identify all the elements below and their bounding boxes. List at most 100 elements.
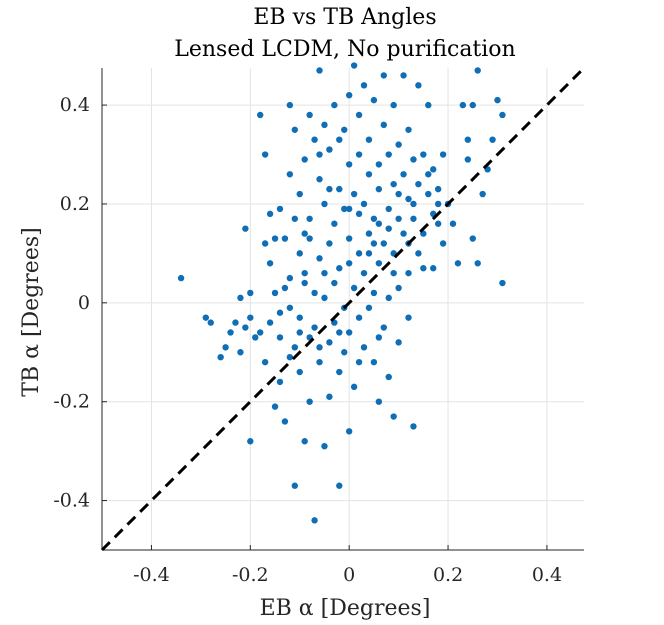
data-point: [321, 269, 328, 277]
data-point: [321, 121, 328, 129]
data-point: [464, 136, 472, 143]
data-point: [331, 220, 338, 227]
data-point: [247, 314, 254, 321]
data-point: [281, 235, 289, 242]
data-point: [415, 82, 422, 89]
data-point: [316, 67, 323, 74]
data-point: [410, 156, 417, 163]
data-point: [425, 101, 432, 109]
data-point: [276, 205, 284, 213]
data-point: [326, 146, 333, 153]
data-point: [291, 482, 298, 489]
data-point: [247, 289, 254, 297]
data-point: [350, 62, 358, 69]
reference-line: [100, 66, 586, 552]
data-point: [439, 240, 447, 247]
data-point: [405, 195, 412, 203]
data-point: [479, 190, 486, 198]
data-point: [350, 284, 358, 292]
data-point: [345, 235, 353, 242]
data-point: [395, 284, 402, 292]
data-point: [355, 250, 363, 257]
data-point: [207, 319, 214, 326]
data-point: [341, 126, 348, 133]
data-point: [286, 354, 294, 361]
data-point: [177, 274, 185, 282]
data-point: [469, 235, 476, 242]
data-point: [237, 294, 244, 302]
data-points: [177, 62, 506, 524]
data-point: [301, 230, 308, 237]
data-point: [355, 314, 363, 321]
data-point: [395, 339, 402, 346]
data-point: [405, 269, 412, 277]
data-point: [415, 180, 422, 188]
axes: [101, 68, 584, 551]
data-point: [291, 215, 298, 222]
data-point: [261, 151, 269, 158]
data-point: [281, 284, 289, 292]
data-point: [365, 250, 373, 257]
data-point: [291, 126, 298, 133]
data-point: [316, 344, 323, 351]
data-point: [331, 101, 338, 109]
data-point: [459, 101, 467, 109]
data-point: [321, 442, 328, 450]
data-point: [355, 358, 363, 366]
chart-title: EB vs TB Angles: [253, 5, 436, 30]
data-point: [449, 220, 457, 227]
y-tick-label: 0: [78, 292, 90, 314]
data-point: [390, 413, 397, 420]
data-point: [345, 161, 353, 168]
data-point: [252, 334, 259, 341]
data-point: [375, 398, 383, 405]
data-point: [434, 200, 442, 208]
data-point: [375, 185, 383, 193]
data-point: [237, 349, 244, 356]
data-point: [365, 230, 373, 237]
data-point: [365, 171, 373, 178]
data-point: [454, 260, 462, 267]
data-point: [390, 101, 397, 109]
data-point: [375, 220, 383, 227]
data-point: [420, 265, 427, 272]
data-point: [276, 334, 284, 341]
x-tick-label: -0.4: [133, 564, 170, 586]
data-point: [296, 250, 303, 257]
data-point: [242, 225, 249, 232]
x-tick-label: 0: [343, 564, 355, 586]
data-point: [301, 438, 308, 445]
data-point: [345, 205, 353, 213]
data-point: [345, 329, 353, 336]
data-point: [390, 180, 397, 188]
data-point: [326, 393, 333, 400]
data-point: [311, 324, 318, 331]
data-point: [286, 101, 294, 109]
data-point: [281, 418, 289, 425]
data-point: [296, 190, 303, 198]
data-point: [385, 294, 392, 302]
y-tick-label: 0.4: [60, 94, 90, 116]
data-point: [489, 136, 496, 143]
data-point: [345, 428, 353, 435]
data-point: [242, 324, 249, 331]
data-point: [430, 265, 437, 272]
data-point: [296, 314, 303, 321]
chart-subtitle: Lensed LCDM, No purification: [174, 37, 515, 62]
data-point: [227, 329, 234, 336]
data-point: [400, 72, 407, 79]
data-point: [286, 171, 294, 178]
data-point: [286, 304, 294, 311]
data-point: [474, 67, 481, 74]
data-point: [464, 156, 472, 163]
data-point: [380, 240, 387, 247]
x-tick-label: 0.4: [532, 564, 562, 586]
data-point: [370, 215, 378, 222]
data-point: [474, 260, 481, 267]
y-tick-label: -0.4: [53, 490, 90, 512]
data-point: [341, 349, 348, 356]
data-point: [336, 136, 343, 143]
data-point: [316, 176, 323, 183]
data-point: [232, 319, 239, 326]
data-point: [350, 190, 358, 198]
